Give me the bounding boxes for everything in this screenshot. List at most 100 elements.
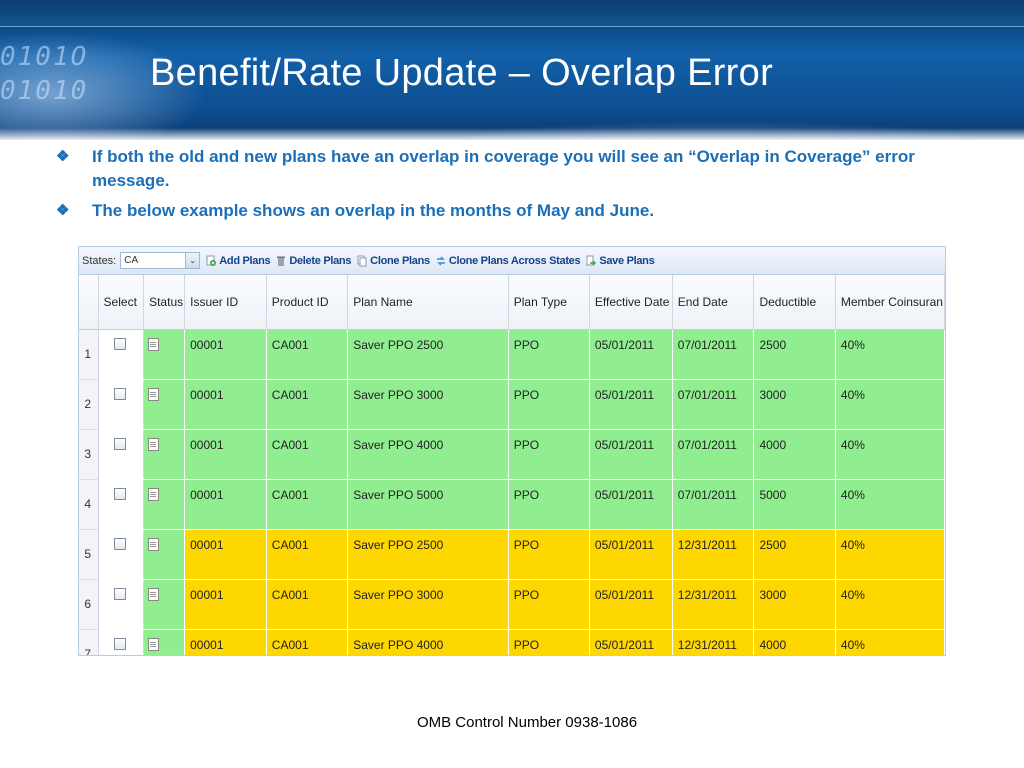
column-header[interactable]: Issuer ID — [184, 275, 267, 330]
column-header[interactable]: Product ID — [266, 275, 349, 330]
cell-ded[interactable]: 4000 — [753, 429, 836, 480]
cell-product[interactable]: CA001 — [266, 529, 349, 580]
cell-coins[interactable]: 40% — [835, 379, 945, 430]
clone-plans-across-states-button[interactable]: Clone Plans Across States — [436, 255, 581, 267]
delete-plans-button[interactable]: Delete Plans — [276, 255, 351, 267]
table-row[interactable]: 7 00001 CA001 Saver PPO 4000 PPO 05/01/2011 12… — [79, 629, 945, 655]
status-document-icon[interactable] — [148, 388, 160, 401]
column-header[interactable]: Deductible — [753, 275, 836, 330]
cell-issuer[interactable]: 00001 — [184, 379, 267, 430]
cell-coins[interactable]: 40% — [835, 429, 945, 480]
select-checkbox[interactable] — [114, 488, 127, 500]
cell-type[interactable]: PPO — [508, 429, 590, 480]
cell-eff[interactable]: 05/01/2011 — [589, 379, 673, 430]
status-document-icon[interactable] — [148, 638, 160, 651]
cell-eff[interactable]: 05/01/2011 — [589, 429, 673, 480]
cell-plan[interactable]: Saver PPO 3000 — [347, 579, 509, 630]
cell-issuer[interactable]: 00001 — [184, 579, 267, 630]
cell-end[interactable]: 07/01/2011 — [672, 429, 755, 480]
cell-plan[interactable]: Saver PPO 3000 — [347, 379, 509, 430]
select-checkbox[interactable] — [114, 538, 127, 550]
clone-plans-button[interactable]: Clone Plans — [357, 255, 430, 267]
cell-issuer[interactable]: 00001 — [184, 429, 267, 480]
status-document-icon[interactable] — [148, 338, 160, 351]
cell-type[interactable]: PPO — [508, 479, 590, 530]
cell-end[interactable]: 12/31/2011 — [672, 579, 755, 630]
cell-coins[interactable]: 40% — [835, 529, 945, 580]
column-header[interactable]: Plan Type — [508, 275, 590, 330]
states-select-value: CA — [124, 255, 139, 266]
table-row[interactable]: 6 00001 CA001 Saver PPO 3000 PPO 05/01/2011 12… — [79, 579, 945, 630]
status-cell — [143, 579, 186, 630]
cell-ded[interactable]: 5000 — [753, 479, 836, 530]
table-body: 1 00001 CA001 Saver PPO 2500 PPO 05/01/2011 07… — [79, 329, 945, 655]
cell-issuer[interactable]: 00001 — [184, 529, 267, 580]
cell-coins[interactable]: 40% — [835, 329, 945, 380]
cell-end[interactable]: 07/01/2011 — [672, 379, 755, 430]
states-select[interactable]: CA ⌄ — [120, 252, 201, 269]
cell-coins[interactable]: 40% — [835, 579, 945, 630]
cell-end[interactable]: 12/31/2011 — [672, 529, 755, 580]
table-header-row: Select Status Issuer ID Product ID Plan … — [79, 275, 945, 330]
cell-product[interactable]: CA001 — [266, 429, 349, 480]
cell-eff[interactable]: 05/01/2011 — [589, 529, 673, 580]
cell-coins[interactable]: 40% — [835, 479, 945, 530]
status-document-icon[interactable] — [148, 438, 160, 451]
chevron-down-icon[interactable]: ⌄ — [185, 253, 200, 268]
cell-type[interactable]: PPO — [508, 529, 590, 580]
column-header[interactable]: Member Coinsuran — [835, 275, 945, 330]
status-document-icon[interactable] — [148, 488, 160, 501]
cell-eff[interactable]: 05/01/2011 — [589, 629, 673, 655]
cell-end[interactable]: 07/01/2011 — [672, 479, 755, 530]
cell-plan[interactable]: Saver PPO 4000 — [347, 629, 509, 655]
cell-product[interactable]: CA001 — [266, 379, 349, 430]
cell-product[interactable]: CA001 — [266, 329, 349, 380]
cell-end[interactable]: 12/31/2011 — [672, 629, 755, 655]
cell-eff[interactable]: 05/01/2011 — [589, 329, 673, 380]
status-document-icon[interactable] — [148, 588, 160, 601]
cell-issuer[interactable]: 00001 — [184, 329, 267, 380]
table-row[interactable]: 4 00001 CA001 Saver PPO 5000 PPO 05/01/2011 07… — [79, 479, 945, 530]
add-plans-button[interactable]: Add Plans — [206, 255, 271, 267]
cell-type[interactable]: PPO — [508, 629, 590, 655]
bullet-text: If both the old and new plans have an ov… — [92, 147, 915, 190]
cell-eff[interactable]: 05/01/2011 — [589, 479, 673, 530]
cell-product[interactable]: CA001 — [266, 579, 349, 630]
cell-product[interactable]: CA001 — [266, 479, 349, 530]
column-header[interactable]: Select — [98, 275, 145, 330]
cell-plan[interactable]: Saver PPO 2500 — [347, 329, 509, 380]
cell-coins[interactable]: 40% — [835, 629, 945, 655]
column-header[interactable]: Effective Date — [589, 275, 673, 330]
table-row[interactable]: 1 00001 CA001 Saver PPO 2500 PPO 05/01/2011 07… — [79, 329, 945, 380]
table-row[interactable]: 3 00001 CA001 Saver PPO 4000 PPO 05/01/2011 07… — [79, 429, 945, 480]
table-row[interactable]: 5 00001 CA001 Saver PPO 2500 PPO 05/01/2011 12… — [79, 529, 945, 580]
cell-product[interactable]: CA001 — [266, 629, 349, 655]
cell-plan[interactable]: Saver PPO 4000 — [347, 429, 509, 480]
cell-ded[interactable]: 2500 — [753, 529, 836, 580]
cell-issuer[interactable]: 00001 — [184, 479, 267, 530]
cell-ded[interactable]: 3000 — [753, 379, 836, 430]
cell-type[interactable]: PPO — [508, 329, 590, 380]
column-header[interactable]: Status — [143, 275, 186, 330]
select-checkbox[interactable] — [114, 438, 127, 450]
cell-plan[interactable]: Saver PPO 5000 — [347, 479, 509, 530]
select-checkbox[interactable] — [114, 638, 127, 650]
column-header[interactable]: End Date — [672, 275, 755, 330]
cell-plan[interactable]: Saver PPO 2500 — [347, 529, 509, 580]
column-header[interactable]: Plan Name — [347, 275, 509, 330]
select-checkbox[interactable] — [114, 388, 127, 400]
table-row[interactable]: 2 00001 CA001 Saver PPO 3000 PPO 05/01/2011 07… — [79, 379, 945, 430]
cell-eff[interactable]: 05/01/2011 — [589, 579, 673, 630]
cell-ded[interactable]: 4000 — [753, 629, 836, 655]
save-plans-button[interactable]: Save Plans — [586, 255, 655, 267]
status-document-icon[interactable] — [148, 538, 160, 551]
select-cell — [98, 329, 145, 380]
cell-end[interactable]: 07/01/2011 — [672, 329, 755, 380]
select-checkbox[interactable] — [114, 338, 127, 350]
cell-type[interactable]: PPO — [508, 579, 590, 630]
cell-type[interactable]: PPO — [508, 379, 590, 430]
cell-ded[interactable]: 3000 — [753, 579, 836, 630]
select-checkbox[interactable] — [114, 588, 127, 600]
cell-ded[interactable]: 2500 — [753, 329, 836, 380]
cell-issuer[interactable]: 00001 — [184, 629, 267, 655]
